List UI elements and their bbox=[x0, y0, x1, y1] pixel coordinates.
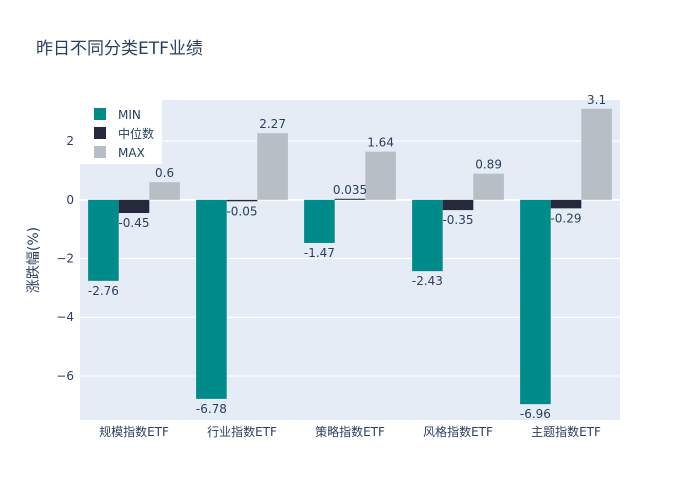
bar bbox=[550, 199, 582, 209]
data-label: -0.45 bbox=[118, 216, 149, 230]
bar bbox=[412, 199, 443, 272]
data-label: 0.89 bbox=[475, 158, 502, 172]
bar bbox=[257, 133, 288, 200]
data-label: -6.96 bbox=[520, 407, 551, 421]
x-tick-label: 策略指数ETF bbox=[315, 424, 385, 439]
data-label: -0.35 bbox=[442, 213, 473, 227]
legend-item-min[interactable]: MIN bbox=[118, 108, 141, 122]
bar bbox=[88, 199, 119, 281]
bar bbox=[118, 199, 150, 214]
legend[interactable]: MIN 中位数 MAX bbox=[80, 100, 162, 164]
bar bbox=[365, 151, 396, 200]
data-label: -2.43 bbox=[412, 274, 443, 288]
bar bbox=[196, 199, 227, 399]
x-tick-label: 行业指数ETF bbox=[207, 424, 277, 439]
y-axis-title: 涨跌幅(%) bbox=[26, 227, 42, 293]
legend-item-max[interactable]: MAX bbox=[118, 146, 145, 160]
y-tick-label: −6 bbox=[56, 369, 74, 383]
data-label: 0.6 bbox=[155, 166, 174, 180]
x-axis-ticks: 规模指数ETF 行业指数ETF 策略指数ETF 风格指数ETF 主题指数ETF bbox=[99, 424, 601, 439]
x-tick-label: 主题指数ETF bbox=[531, 424, 601, 439]
data-labels: -2.76 -0.45 0.6 -6.78 -0.05 2.27 -1.47 0.035 1.6… bbox=[88, 93, 606, 421]
bar bbox=[304, 199, 335, 243]
y-axis-ticks: −6 −4 −2 0 2 bbox=[56, 134, 74, 383]
bar bbox=[520, 199, 551, 405]
data-label: -2.76 bbox=[88, 284, 119, 298]
data-label: 0.035 bbox=[333, 183, 367, 197]
data-label: 2.27 bbox=[259, 117, 286, 131]
legend-swatch-max bbox=[94, 146, 106, 158]
bar bbox=[149, 182, 180, 200]
chart-title: 昨日不同分类ETF业绩 bbox=[36, 39, 203, 59]
bars bbox=[88, 108, 612, 405]
data-label: -0.05 bbox=[226, 204, 257, 218]
bar bbox=[334, 198, 366, 200]
y-tick-label: 2 bbox=[66, 134, 74, 148]
y-tick-label: −4 bbox=[56, 310, 74, 324]
y-tick-label: 0 bbox=[66, 193, 74, 207]
x-tick-label: 规模指数ETF bbox=[99, 424, 169, 439]
legend-swatch-min bbox=[94, 108, 106, 120]
legend-item-median[interactable]: 中位数 bbox=[118, 126, 154, 141]
data-label: -6.78 bbox=[196, 402, 227, 416]
legend-background bbox=[80, 100, 162, 164]
data-label: 1.64 bbox=[367, 136, 394, 150]
x-tick-label: 风格指数ETF bbox=[423, 424, 493, 439]
bar bbox=[581, 108, 612, 200]
bar bbox=[473, 173, 504, 200]
bar bbox=[442, 199, 474, 211]
bar bbox=[226, 199, 258, 202]
legend-swatch-median bbox=[94, 127, 106, 139]
y-tick-label: −2 bbox=[56, 252, 74, 266]
data-label: -0.29 bbox=[550, 211, 581, 225]
data-label: -1.47 bbox=[304, 246, 335, 260]
data-label: 3.1 bbox=[587, 93, 606, 107]
